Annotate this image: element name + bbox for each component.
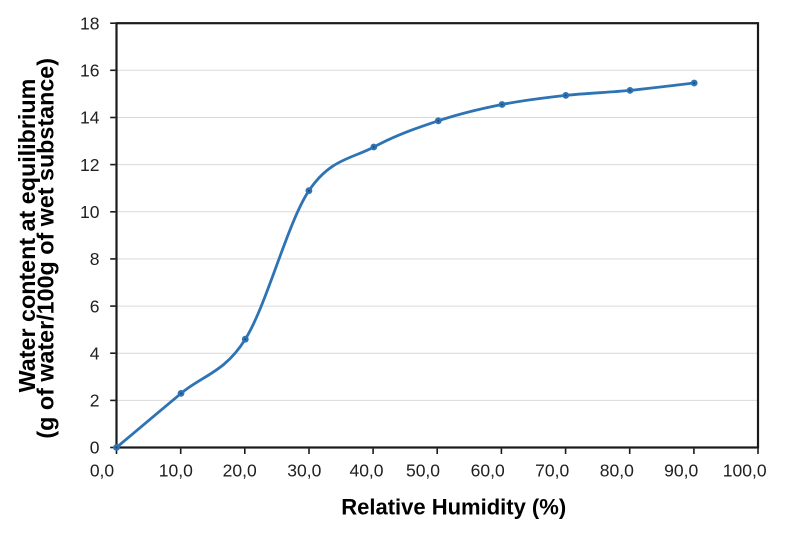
svg-text:40,0: 40,0 — [349, 461, 383, 481]
svg-text:80,0: 80,0 — [600, 461, 634, 481]
svg-text:8: 8 — [90, 249, 100, 269]
svg-text:0,0: 0,0 — [90, 461, 115, 481]
svg-text:30,0: 30,0 — [287, 461, 321, 481]
svg-text:90,0: 90,0 — [664, 461, 698, 481]
svg-text:100,0: 100,0 — [723, 461, 767, 481]
svg-text:16: 16 — [80, 61, 99, 81]
svg-text:10,0: 10,0 — [159, 461, 193, 481]
svg-text:10: 10 — [80, 202, 100, 222]
svg-text:20,0: 20,0 — [223, 461, 257, 481]
svg-text:6: 6 — [90, 296, 100, 316]
svg-text:2: 2 — [90, 391, 100, 411]
svg-text:0: 0 — [90, 438, 100, 458]
svg-text:12: 12 — [80, 155, 99, 175]
svg-text:60,0: 60,0 — [471, 461, 505, 481]
svg-text:4: 4 — [90, 343, 100, 363]
svg-text:70,0: 70,0 — [535, 461, 569, 481]
svg-text:18: 18 — [80, 13, 99, 33]
svg-text:50,0: 50,0 — [406, 461, 440, 481]
svg-text:Relative Humidity (%): Relative Humidity (%) — [341, 495, 566, 520]
svg-text:Water content at equilibrium: Water content at equilibrium — [14, 79, 40, 393]
svg-text:(g of water/100g of wet substa: (g of water/100g of wet substance) — [33, 58, 59, 439]
svg-text:14: 14 — [80, 108, 100, 128]
